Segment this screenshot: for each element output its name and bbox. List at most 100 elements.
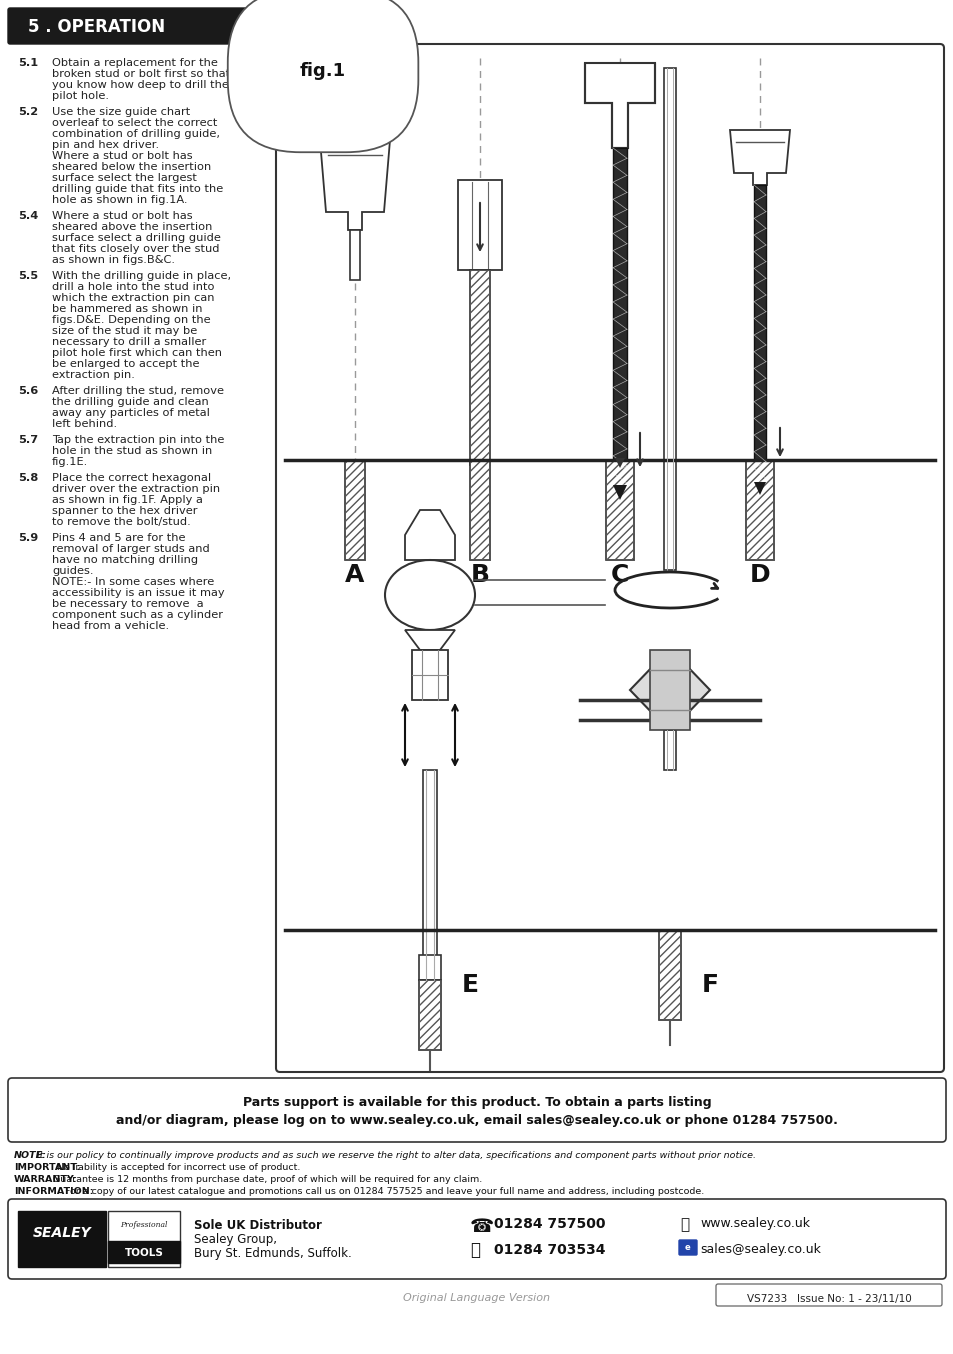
- Bar: [613, 148, 626, 490]
- Text: be hammered as shown in: be hammered as shown in: [52, 305, 202, 314]
- Polygon shape: [753, 482, 765, 496]
- Text: 5.9: 5.9: [18, 533, 38, 543]
- Text: 5.6: 5.6: [18, 386, 38, 395]
- Text: WARRANTY:: WARRANTY:: [14, 1175, 77, 1183]
- Polygon shape: [613, 485, 626, 500]
- Text: Guarantee is 12 months from purchase date, proof of which will be required for a: Guarantee is 12 months from purchase dat…: [50, 1175, 482, 1183]
- Text: as shown in figs.B&C.: as shown in figs.B&C.: [52, 255, 174, 265]
- Bar: [745, 460, 773, 561]
- Bar: [412, 650, 448, 700]
- Text: component such as a cylinder: component such as a cylinder: [52, 611, 223, 620]
- Text: sheared below the insertion: sheared below the insertion: [52, 162, 211, 172]
- Text: 01284 757500: 01284 757500: [494, 1217, 605, 1231]
- Text: you know how deep to drill the: you know how deep to drill the: [52, 80, 229, 89]
- Text: 5.4: 5.4: [18, 211, 38, 221]
- Text: pilot hole.: pilot hole.: [52, 91, 109, 102]
- Text: After drilling the stud, remove: After drilling the stud, remove: [52, 386, 224, 395]
- Bar: [345, 460, 365, 561]
- Text: be enlarged to accept the: be enlarged to accept the: [52, 359, 199, 370]
- Bar: [418, 955, 440, 980]
- Text: e: e: [684, 1243, 690, 1251]
- Text: It is our policy to continually improve products and as such we reserve the righ: It is our policy to continually improve …: [34, 1151, 755, 1160]
- Text: Bury St. Edmunds, Suffolk.: Bury St. Edmunds, Suffolk.: [193, 1247, 352, 1261]
- Text: C: C: [610, 563, 629, 588]
- FancyBboxPatch shape: [8, 1200, 945, 1280]
- FancyBboxPatch shape: [679, 1240, 697, 1255]
- Bar: [470, 269, 490, 464]
- Text: away any particles of metal: away any particles of metal: [52, 408, 210, 418]
- Text: Parts support is available for this product. To obtain a parts listing: Parts support is available for this prod…: [242, 1095, 711, 1109]
- Text: F: F: [700, 974, 718, 997]
- Text: Sole UK Distributor: Sole UK Distributor: [193, 1219, 321, 1232]
- FancyBboxPatch shape: [275, 43, 943, 1072]
- Bar: [745, 460, 773, 561]
- Text: accessibility is an issue it may: accessibility is an issue it may: [52, 588, 224, 598]
- Bar: [350, 230, 359, 280]
- Bar: [605, 460, 634, 561]
- Bar: [418, 980, 440, 1049]
- Text: IMPORTANT:: IMPORTANT:: [14, 1163, 80, 1173]
- Polygon shape: [405, 630, 455, 650]
- Text: 5.1: 5.1: [18, 58, 38, 68]
- Text: guides.: guides.: [52, 566, 93, 575]
- Text: With the drilling guide in place,: With the drilling guide in place,: [52, 271, 231, 282]
- Bar: [422, 770, 436, 980]
- Ellipse shape: [385, 561, 475, 630]
- Text: as shown in fig.1F. Apply a: as shown in fig.1F. Apply a: [52, 496, 203, 505]
- Text: sheared above the insertion: sheared above the insertion: [52, 222, 213, 232]
- Text: VS7233   Issue No: 1 - 23/11/10: VS7233 Issue No: 1 - 23/11/10: [746, 1294, 910, 1304]
- Text: 01284 703534: 01284 703534: [494, 1243, 605, 1257]
- Text: Tap the extraction pin into the: Tap the extraction pin into the: [52, 435, 224, 445]
- Polygon shape: [584, 64, 655, 148]
- Text: overleaf to select the correct: overleaf to select the correct: [52, 118, 217, 129]
- Text: drill a hole into the stud into: drill a hole into the stud into: [52, 282, 214, 292]
- Text: sales@sealey.co.uk: sales@sealey.co.uk: [700, 1243, 820, 1257]
- Text: Where a stud or bolt has: Where a stud or bolt has: [52, 152, 193, 161]
- Text: driver over the extraction pin: driver over the extraction pin: [52, 483, 220, 494]
- Bar: [649, 650, 689, 730]
- Text: 5.2: 5.2: [18, 107, 38, 116]
- Text: hole in the stud as shown in: hole in the stud as shown in: [52, 445, 212, 456]
- Text: removal of larger studs and: removal of larger studs and: [52, 544, 210, 554]
- Text: figs.D&E. Depending on the: figs.D&E. Depending on the: [52, 315, 211, 325]
- Text: drilling guide that fits into the: drilling guide that fits into the: [52, 184, 223, 194]
- Text: Place the correct hexagonal: Place the correct hexagonal: [52, 473, 211, 483]
- Text: www.sealey.co.uk: www.sealey.co.uk: [700, 1217, 809, 1229]
- Text: have no matching drilling: have no matching drilling: [52, 555, 198, 565]
- Text: fig.1E.: fig.1E.: [52, 458, 89, 467]
- Text: to remove the bolt/stud.: to remove the bolt/stud.: [52, 517, 191, 527]
- Polygon shape: [629, 669, 709, 711]
- FancyBboxPatch shape: [8, 1078, 945, 1141]
- Polygon shape: [405, 510, 455, 561]
- Polygon shape: [319, 139, 390, 230]
- Text: ☎: ☎: [470, 1217, 494, 1236]
- Text: surface select the largest: surface select the largest: [52, 173, 196, 183]
- Text: pin and hex driver.: pin and hex driver.: [52, 139, 159, 150]
- Polygon shape: [729, 130, 789, 185]
- Text: Where a stud or bolt has: Where a stud or bolt has: [52, 211, 193, 221]
- Bar: [108, 1210, 180, 1267]
- Bar: [605, 460, 634, 561]
- Bar: [753, 185, 765, 485]
- Text: TOOLS: TOOLS: [125, 1248, 163, 1258]
- Text: left behind.: left behind.: [52, 418, 117, 429]
- Bar: [470, 460, 490, 561]
- Polygon shape: [615, 458, 624, 468]
- Bar: [663, 68, 676, 570]
- Text: surface select a drilling guide: surface select a drilling guide: [52, 233, 221, 242]
- Text: pilot hole first which can then: pilot hole first which can then: [52, 348, 222, 357]
- FancyBboxPatch shape: [716, 1284, 941, 1307]
- Bar: [108, 1242, 180, 1263]
- Text: Pins 4 and 5 are for the: Pins 4 and 5 are for the: [52, 533, 185, 543]
- Text: 5.7: 5.7: [18, 435, 38, 445]
- Text: which the extraction pin can: which the extraction pin can: [52, 292, 214, 303]
- Text: be necessary to remove  a: be necessary to remove a: [52, 598, 203, 609]
- Text: size of the stud it may be: size of the stud it may be: [52, 326, 197, 336]
- Text: 5 . OPERATION: 5 . OPERATION: [28, 18, 165, 37]
- Text: 🌐: 🌐: [679, 1217, 688, 1232]
- Bar: [457, 180, 501, 269]
- Bar: [345, 460, 365, 561]
- Text: spanner to the hex driver: spanner to the hex driver: [52, 506, 197, 516]
- Bar: [18, 1210, 106, 1267]
- Text: INFORMATION:: INFORMATION:: [14, 1187, 93, 1196]
